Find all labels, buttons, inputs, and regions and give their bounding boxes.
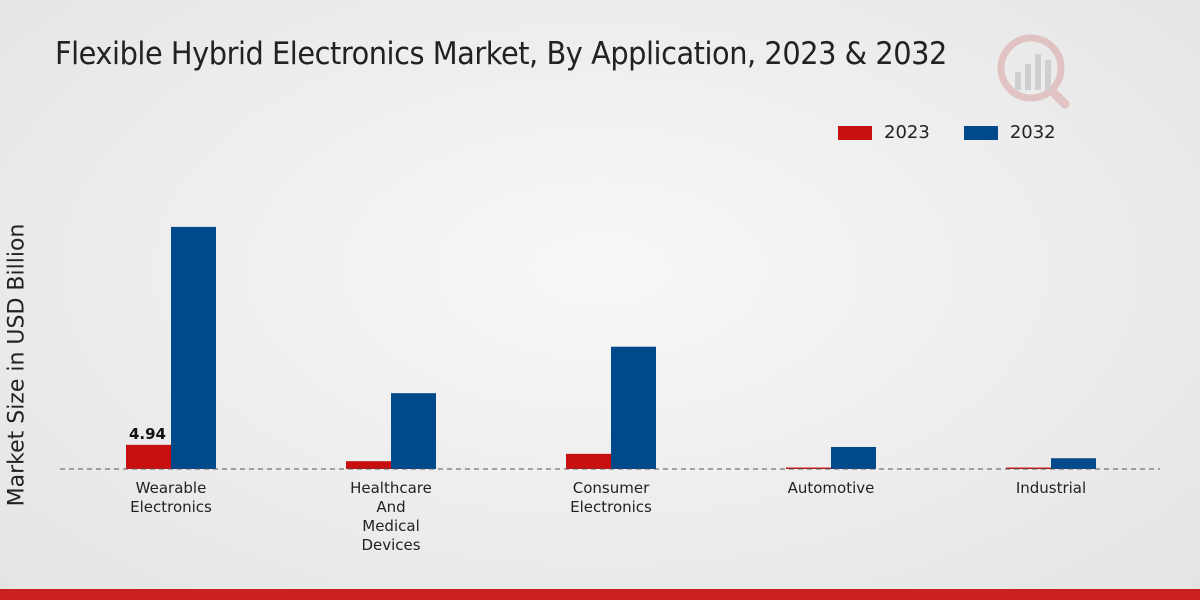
bar-2023-4 (1006, 467, 1051, 469)
x-tick-label-1-1: And (376, 498, 405, 516)
x-tick-label-0-1: Electronics (130, 498, 212, 516)
x-tick-label-1-3: Devices (361, 536, 420, 554)
bar-2023-1 (346, 461, 391, 469)
x-tick-label-1-2: Medical (362, 517, 419, 535)
bottom-accent-bar (0, 589, 1200, 600)
legend-swatch-2032 (963, 125, 998, 140)
x-tick-label-1-0: Healthcare (350, 479, 432, 497)
bar-2023-2 (566, 453, 611, 469)
chart-title: Flexible Hybrid Electronics Market, By A… (55, 36, 947, 72)
bar-2023-0 (126, 444, 171, 469)
x-tick-label-2-0: Consumer (573, 479, 650, 497)
bar-2032-0 (171, 226, 216, 469)
legend-item-2023: 2023 (838, 122, 930, 143)
x-tick-label-2-1: Electronics (570, 498, 652, 516)
bar-2032-2 (611, 346, 656, 469)
brand-logo-icon (997, 34, 1070, 109)
bar-2032-1 (391, 393, 436, 469)
bar-2023-3 (786, 467, 831, 469)
x-tick-label-4-0: Industrial (1016, 479, 1086, 497)
bar-2032-4 (1051, 458, 1096, 469)
legend-label-2023: 2023 (884, 122, 930, 143)
x-tick-label-3-0: Automotive (788, 479, 875, 497)
legend-swatch-2023 (838, 125, 872, 140)
bar-2032-3 (831, 446, 876, 469)
legend: 2023 2032 (838, 122, 1090, 143)
legend-label-2032: 2032 (1009, 122, 1056, 143)
legend-item-2032: 2032 (963, 122, 1056, 143)
data-label-0-0: 4.94 (129, 425, 166, 443)
x-tick-label-0-0: Wearable (136, 479, 207, 497)
